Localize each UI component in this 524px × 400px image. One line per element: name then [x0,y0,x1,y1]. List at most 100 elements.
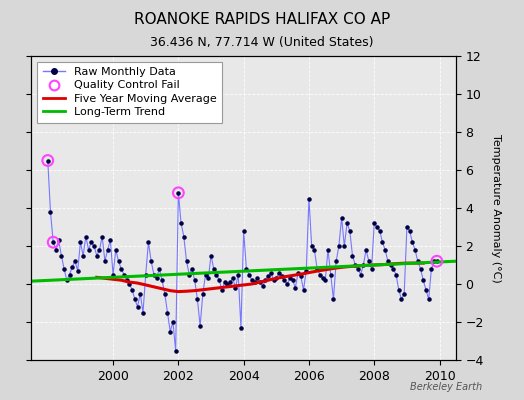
Point [112,246,120,253]
Point [337,214,346,221]
Point [370,220,378,226]
Point [201,271,210,278]
Point [141,271,150,278]
Point [171,347,180,354]
Point [291,285,300,291]
Point [299,286,308,293]
Point [272,275,280,282]
Point [188,266,196,272]
Point [166,328,174,335]
Point [46,209,54,215]
Point [57,252,66,259]
Point [234,271,243,278]
Point [376,228,384,234]
Point [340,243,348,249]
Point [49,239,58,245]
Point [66,271,74,278]
Point [150,271,158,278]
Point [417,266,425,272]
Point [288,277,297,283]
Point [397,296,406,302]
Point [163,309,172,316]
Point [302,268,310,274]
Point [103,246,112,253]
Point [152,275,161,282]
Point [378,239,387,245]
Point [52,246,60,253]
Point [174,190,182,196]
Point [248,277,256,283]
Point [367,266,376,272]
Point [226,279,234,285]
Point [269,277,278,283]
Point [433,258,441,264]
Point [191,277,199,283]
Point [381,246,389,253]
Point [93,252,101,259]
Point [253,275,261,282]
Point [335,243,343,249]
Point [354,266,362,272]
Point [204,275,213,282]
Point [430,258,438,264]
Point [406,228,414,234]
Point [308,243,316,249]
Point [365,258,373,264]
Point [221,279,229,285]
Point [403,224,411,230]
Text: Berkeley Earth: Berkeley Earth [410,382,482,392]
Point [258,283,267,289]
Text: 36.436 N, 77.714 W (United States): 36.436 N, 77.714 W (United States) [150,36,374,49]
Point [215,277,223,283]
Point [62,277,71,283]
Point [310,246,319,253]
Point [147,258,155,264]
Point [324,246,332,253]
Point [326,271,335,278]
Point [395,286,403,293]
Point [79,252,88,259]
Point [82,233,90,240]
Point [348,252,357,259]
Point [128,286,136,293]
Point [71,258,79,264]
Point [43,157,52,164]
Point [386,262,395,268]
Point [264,273,272,280]
Point [294,270,302,276]
Point [106,237,115,244]
Point [54,237,63,244]
Point [343,220,351,226]
Point [84,246,93,253]
Point [283,281,291,287]
Point [237,324,245,331]
Point [68,264,77,270]
Point [212,271,221,278]
Point [286,275,294,282]
Point [228,275,237,282]
Point [373,224,381,230]
Point [297,273,305,280]
Point [160,290,169,297]
Point [356,271,365,278]
Point [95,246,104,253]
Point [261,277,270,283]
Point [130,296,139,302]
Point [136,290,145,297]
Point [413,258,422,264]
Point [185,271,193,278]
Point [280,277,289,283]
Point [332,258,341,264]
Point [313,266,321,272]
Point [207,252,215,259]
Point [125,281,134,287]
Point [120,271,128,278]
Point [250,279,259,285]
Point [242,266,250,272]
Point [217,286,226,293]
Point [60,266,68,272]
Point [267,270,275,276]
Point [389,266,398,272]
Point [196,322,204,329]
Point [155,266,163,272]
